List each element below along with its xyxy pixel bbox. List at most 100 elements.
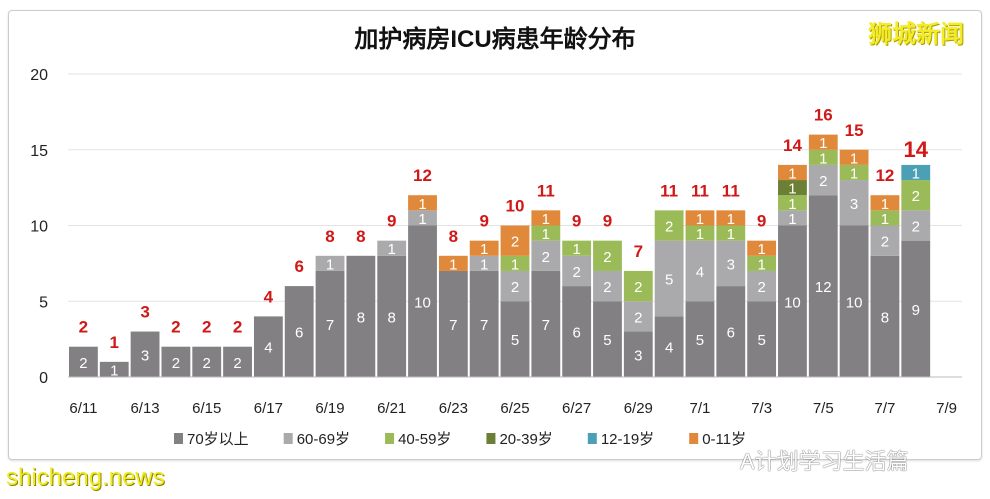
segment-label: 5	[603, 332, 611, 349]
x-tick-label: 6/27	[562, 400, 591, 417]
bar-segment	[716, 286, 746, 377]
segment-label: 1	[819, 150, 827, 167]
segment-label: 1	[727, 226, 735, 243]
bar-segment	[531, 225, 561, 241]
total-label: 2	[171, 318, 180, 337]
y-tick-label: 0	[39, 370, 48, 387]
legend-label: 0-11岁	[702, 431, 746, 448]
segment-label: 1	[542, 226, 550, 243]
bar-segment	[870, 195, 900, 211]
bar-segment	[778, 225, 807, 377]
total-label: 2	[202, 318, 211, 337]
total-label: 6	[294, 257, 303, 276]
bar-segment	[654, 240, 684, 317]
x-tick-label: 7/3	[751, 400, 772, 417]
segment-label: 5	[757, 332, 765, 349]
total-label: 12	[875, 166, 894, 185]
bar-segment	[531, 270, 561, 377]
bar-segment	[808, 164, 838, 196]
segment-label: 1	[788, 211, 796, 228]
segment-label: 1	[757, 256, 765, 273]
bar-segment	[808, 134, 838, 150]
legend-swatch	[689, 433, 699, 444]
segment-label: 6	[572, 325, 580, 342]
x-tick-label: 6/21	[377, 400, 406, 417]
legend-swatch	[283, 433, 293, 444]
bar-segment	[438, 270, 468, 377]
segment-label: 1	[881, 196, 889, 213]
legend-swatch	[486, 433, 496, 444]
segment-label: 4	[665, 340, 673, 357]
bar-segment	[870, 210, 900, 226]
segment-label: 1	[480, 241, 488, 258]
bar-segment	[408, 225, 437, 377]
bar-segment	[685, 210, 715, 226]
segment-label: 2	[572, 264, 580, 281]
legend-label: 12-19岁	[601, 431, 654, 448]
bar-segment	[778, 180, 807, 196]
total-label: 10	[506, 197, 525, 216]
total-label: 11	[691, 181, 709, 200]
segment-label: 1	[572, 241, 580, 258]
legend-swatch	[587, 433, 597, 444]
bar-segment	[901, 164, 931, 181]
bar-segment	[747, 255, 777, 271]
bar-segment	[99, 361, 129, 377]
bar-segment	[901, 240, 931, 377]
segment-label: 6	[727, 325, 735, 342]
legend-swatch	[174, 433, 183, 444]
bar-segment	[469, 270, 499, 377]
total-label: 8	[325, 227, 334, 246]
segment-label: 4	[696, 264, 704, 281]
segment-label: 3	[727, 256, 735, 273]
x-tick-label: 6/17	[254, 400, 283, 417]
bar-segment	[284, 286, 314, 377]
bar-segment	[839, 225, 869, 377]
segment-label: 5	[511, 332, 519, 349]
watermark-logo: 狮城新闻	[868, 21, 964, 48]
legend-label: 70岁以上	[187, 431, 249, 448]
segment-label: 1	[418, 196, 426, 213]
segment-label: 2	[172, 355, 180, 372]
segment-label: 8	[881, 309, 889, 326]
segment-label: 4	[264, 340, 272, 357]
segment-label: 1	[418, 211, 426, 228]
segment-label: 5	[696, 332, 704, 349]
bar-segment	[562, 286, 592, 377]
watermark-site: shicheng.news	[6, 464, 165, 491]
bar-segment	[716, 225, 746, 241]
segment-label: 1	[480, 256, 488, 273]
bar-segment	[747, 240, 777, 256]
segment-label: 8	[357, 309, 365, 326]
segment-label: 2	[665, 219, 673, 236]
legend-swatch	[385, 433, 395, 444]
segment-label: 2	[912, 188, 920, 205]
segment-label: 2	[634, 309, 642, 326]
x-tick-label: 6/13	[130, 400, 159, 417]
segment-label: 2	[603, 279, 611, 296]
bar-segment	[623, 301, 653, 332]
segment-label: 2	[757, 279, 765, 296]
segment-label: 1	[788, 181, 796, 198]
total-label: 9	[479, 212, 488, 231]
bar-segment	[469, 240, 499, 256]
bar-segment	[685, 240, 715, 302]
bar-segment	[500, 270, 530, 302]
segment-label: 1	[388, 241, 396, 258]
bar-segment	[438, 255, 468, 271]
bar-segment	[593, 270, 622, 302]
total-label: 1	[110, 333, 119, 352]
x-tick-label: 6/25	[500, 400, 529, 417]
bar-segment	[469, 255, 499, 271]
segment-label: 1	[542, 211, 550, 228]
segment-label: 1	[449, 256, 457, 273]
bar-segment	[562, 240, 592, 256]
total-label: 3	[140, 303, 149, 322]
bar-segment	[69, 346, 98, 377]
total-label: 9	[572, 212, 581, 231]
x-tick-label: 6/19	[315, 400, 344, 417]
segment-label: 10	[414, 294, 431, 311]
bar-segment	[500, 301, 530, 377]
segment-label: 2	[881, 234, 889, 251]
bar-segment	[747, 270, 777, 302]
